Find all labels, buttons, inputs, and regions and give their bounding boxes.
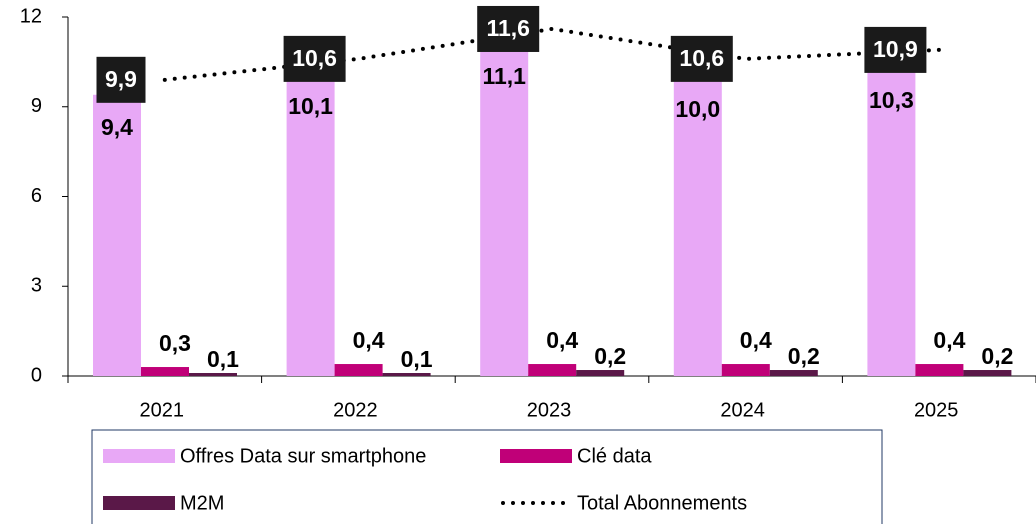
bar (963, 370, 1012, 376)
bar (721, 364, 770, 376)
data-label: 0,4 (933, 327, 965, 353)
x-tick-label: 2021 (140, 399, 185, 421)
bar (189, 373, 237, 376)
total-label: 10,6 (292, 45, 337, 71)
data-label: 0,2 (788, 343, 820, 369)
data-label: 9,4 (101, 114, 133, 140)
bar (576, 370, 625, 376)
bar (286, 73, 335, 376)
total-label: 9,9 (105, 66, 137, 92)
x-tick-label: 2024 (720, 399, 765, 421)
legend-label: Total Abonnements (577, 492, 747, 514)
total-label-box (283, 35, 346, 82)
data-label: 0,4 (353, 327, 385, 353)
legend-swatch (103, 449, 175, 463)
total-label: 10,9 (873, 36, 918, 62)
bar (915, 364, 964, 376)
data-label: 0,4 (546, 327, 578, 353)
y-tick-label: 9 (31, 95, 42, 117)
bar (382, 373, 431, 376)
bar (867, 67, 916, 376)
legend-label: Offres Data sur smartphone (180, 445, 426, 467)
data-label: 10,1 (288, 93, 333, 119)
legend-box (91, 429, 883, 524)
total-label: 10,6 (679, 45, 724, 71)
bar (93, 94, 141, 377)
data-label: 0,4 (740, 327, 772, 353)
data-label: 0,2 (594, 343, 626, 369)
x-tick-label: 2022 (333, 399, 378, 421)
x-tick-label: 2025 (914, 399, 959, 421)
data-label: 0,2 (981, 343, 1013, 369)
total-label-box (670, 35, 733, 82)
y-tick-label: 0 (31, 364, 42, 386)
total-label-box (864, 26, 927, 73)
data-label: 0,1 (401, 346, 433, 372)
total-label-box (477, 5, 540, 52)
bar (480, 43, 529, 377)
total-line (162, 26, 942, 82)
data-label: 10,3 (869, 87, 914, 113)
legend-label: Clé data (577, 445, 652, 467)
total-label-box (96, 56, 146, 103)
legend-swatch (500, 449, 572, 463)
bar (673, 76, 722, 376)
total-label: 11,6 (486, 15, 530, 41)
bar (528, 364, 577, 376)
bar (334, 364, 383, 376)
x-tick-label: 2023 (527, 399, 572, 421)
data-label: 10,0 (675, 96, 720, 122)
y-tick-label: 12 (20, 5, 42, 27)
legend-swatch (103, 496, 175, 510)
data-label: 0,1 (207, 346, 239, 372)
legend-label: M2M (180, 492, 224, 514)
bar (769, 370, 818, 376)
data-label: 11,1 (482, 63, 526, 89)
bar (141, 367, 189, 376)
y-tick-label: 3 (31, 275, 42, 297)
y-tick-label: 6 (31, 185, 42, 207)
data-label: 0,3 (159, 330, 191, 356)
